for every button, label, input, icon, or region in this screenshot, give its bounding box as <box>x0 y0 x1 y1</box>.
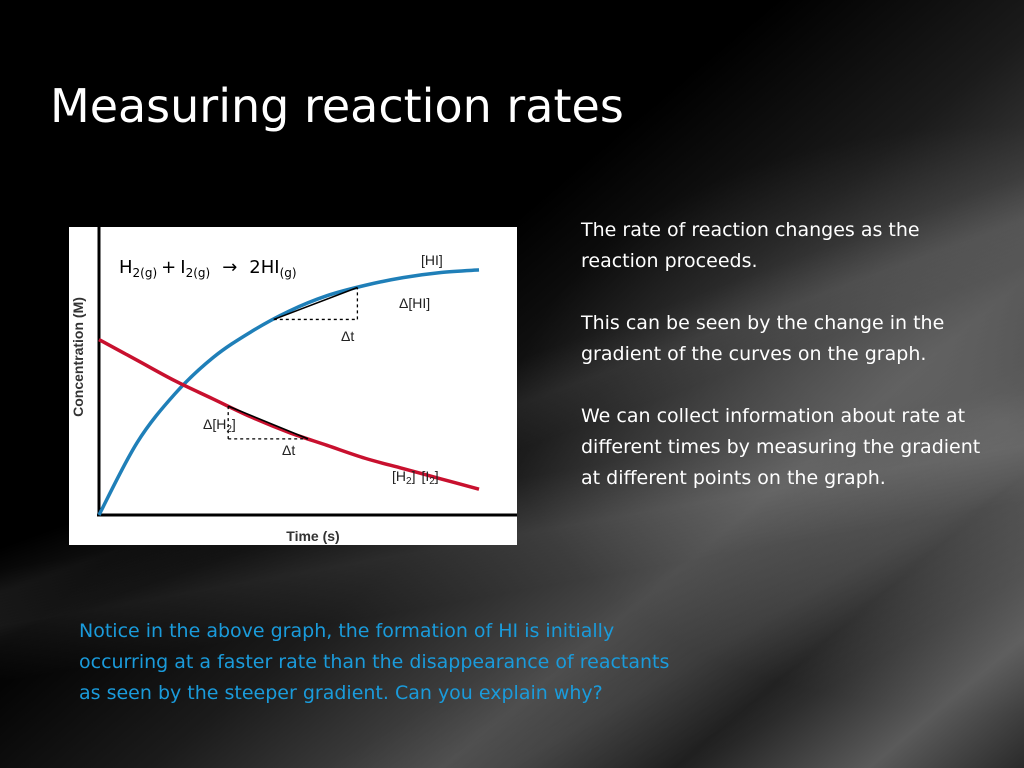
label-h2: [H <box>392 468 406 484</box>
annotation-delta-h2: Δ[H2] <box>203 416 236 435</box>
eq-product: 2HI <box>249 257 279 278</box>
eq-reactant-i2: I <box>180 257 185 278</box>
label-i2-end: ] <box>435 468 439 484</box>
concentration-time-chart: Concentration (M) Time (s) H2(g) + I2(g) → 2… <box>69 227 517 545</box>
notice-line-2: occurring at a faster rate than the disa… <box>79 651 670 673</box>
paragraph-collect-info: We can collect information about rate at… <box>581 405 981 489</box>
x-axis-label: Time (s) <box>286 528 339 544</box>
delta-h2-sub: 2 <box>226 424 232 435</box>
slide-title: Measuring reaction rates <box>50 79 624 133</box>
explanation-text: The rate of reaction changes as the reac… <box>581 215 981 525</box>
chart-svg: Concentration (M) Time (s) H2(g) + I2(g) → 2… <box>70 227 517 544</box>
y-axis-label: Concentration (M) <box>70 297 86 417</box>
notice-line-3: as seen by the steeper gradient. Can you… <box>79 682 603 704</box>
eq-arrow: → <box>222 257 237 278</box>
tangent-line-hi <box>273 286 358 321</box>
annotation-delta-t-h2: Δt <box>282 442 295 458</box>
eq-reactant-h2-sub: 2(g) <box>133 266 158 280</box>
annotation-delta-t-hi: Δt <box>341 328 354 344</box>
eq-product-sub: (g) <box>280 266 297 280</box>
delta-h2-text: Δ[H <box>203 416 226 432</box>
notice-question: Notice in the above graph, the formation… <box>79 616 739 709</box>
series-line-h2-i2 <box>98 338 480 491</box>
series-label-hi: [HI] <box>421 252 443 268</box>
paragraph-gradient: This can be seen by the change in the gr… <box>581 312 945 365</box>
eq-reactant-i2-sub: 2(g) <box>186 266 211 280</box>
label-i2: [I <box>421 468 429 484</box>
tangent-line-h2 <box>227 405 309 440</box>
series-label-h2-i2: [H2] [I2] <box>392 468 439 487</box>
reaction-equation: H2(g) + I2(g) → 2HI(g) <box>119 257 297 280</box>
paragraph-rate-changes: The rate of reaction changes as the reac… <box>581 219 920 272</box>
series-line-hi <box>97 268 480 516</box>
label-i2-sub: 2 <box>429 476 435 487</box>
annotation-delta-hi: Δ[HI] <box>399 295 430 311</box>
eq-reactant-h2: H <box>119 257 133 278</box>
delta-h2-end: ] <box>232 416 236 432</box>
label-h2-end: ] <box>412 468 416 484</box>
series-layer <box>97 268 480 516</box>
eq-plus: + <box>161 257 176 278</box>
label-h2-sub: 2 <box>406 476 412 487</box>
notice-line-1: Notice in the above graph, the formation… <box>79 620 615 642</box>
